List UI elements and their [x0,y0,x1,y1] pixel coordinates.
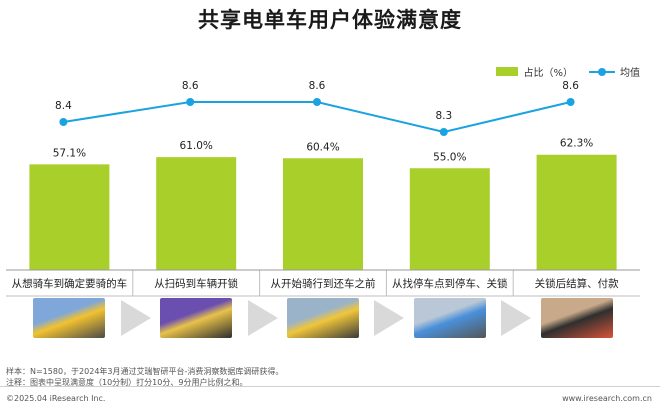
bar-1 [29,164,110,270]
bar-3 [283,158,363,270]
footer-website: www.iresearch.com.cn [562,394,652,403]
chart-legend: 占比（%） 均值 [496,64,640,79]
average-point-3 [313,98,321,106]
bar-value-label-2: 61.0% [180,140,213,152]
footer-copyright: ©2025.04 iResearch Inc. [6,394,106,403]
average-point-1 [59,118,68,126]
average-value-label-5: 8.6 [562,80,579,92]
average-line [63,101,571,134]
bar-4 [409,168,490,270]
satisfaction-chart: 57.1% 从想骑车到确定要骑的车 61.0% 从扫码到车辆开锁 60.4% 从开始骑行到… [6,80,640,297]
category-label-1: 从想骑车到确定要骑的车 [12,277,128,290]
average-point-2 [186,98,195,106]
parked-bikes-photo [33,298,106,338]
bar-value-label-5: 62.3% [560,138,593,150]
step-arrow-icon [247,300,278,336]
step-arrow-icon [120,300,151,336]
bar-value-label-4: 55.0% [433,151,466,163]
bar-value-label-3: 60.4% [306,141,339,153]
step-arrow-icon [374,300,405,336]
bar-2 [156,157,237,270]
bar-value-label-1: 57.1% [53,147,86,159]
legend-item-line: 均值 [589,64,640,79]
average-value-label-2: 8.6 [182,80,199,92]
average-value-label-1: 8.4 [55,100,72,112]
legend-line-label: 均值 [620,68,640,79]
category-label-2: 从扫码到车辆开锁 [154,277,238,290]
legend-bar-swatch [496,67,519,76]
footnote-note: 注释：图表中呈现满意度（10分制）打分10分、9分用户比例之和。 [6,378,248,387]
category-label-4: 从找停车点到停车、关锁 [392,277,508,290]
average-value-label-4: 8.3 [435,110,452,122]
category-label-3: 从开始骑行到还车之前 [271,277,376,290]
category-label-5: 关锁后结算、付款 [535,277,619,290]
legend-bar-label: 占比（%） [523,68,573,79]
payment-phone-photo [540,298,613,338]
bar-5 [536,154,617,270]
step-arrow-icon [501,300,532,336]
average-point-4 [439,128,448,136]
riding-bikes-photo [287,298,359,338]
footer-divider [0,386,660,387]
legend-item-bar: 占比（%） [496,64,573,79]
parking-phone-photo [413,298,486,338]
footnote-sample: 样本：N=1580，于2024年3月通过艾瑞智研平台-消费洞察数据库调研获得。 [6,367,284,376]
legend-line-swatch [589,67,615,77]
phone-scan-photo [160,298,233,338]
page-title: 共享电单车用户体验满意度 [198,8,462,32]
average-value-label-3: 8.6 [309,80,326,92]
average-point-5 [566,98,575,106]
